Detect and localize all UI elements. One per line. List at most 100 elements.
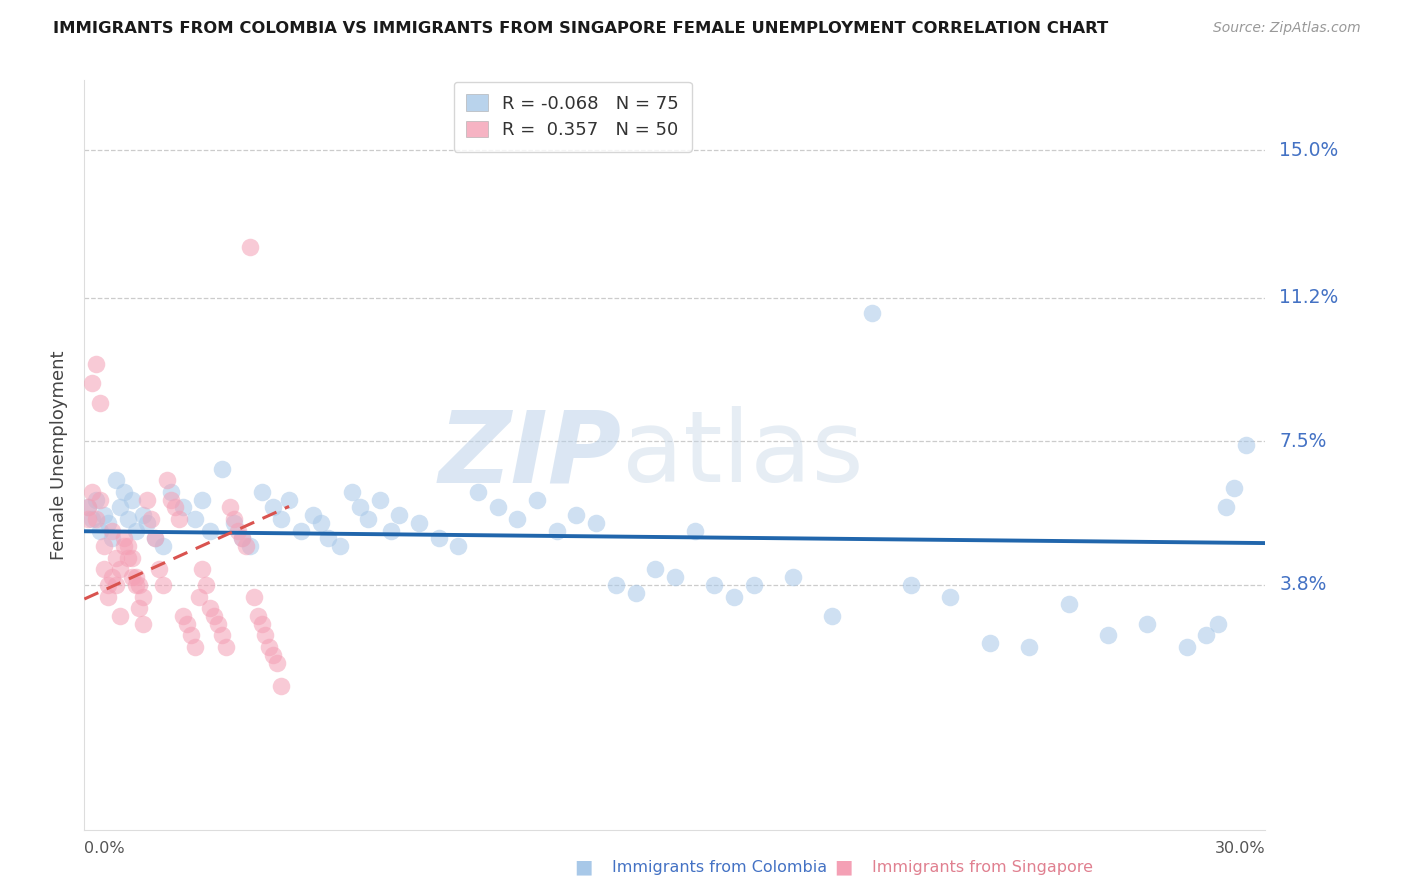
Point <box>340 484 363 499</box>
Text: 0.0%: 0.0% <box>84 840 125 855</box>
Point <box>93 508 115 522</box>
Point <box>211 628 233 642</box>
Point <box>163 500 186 515</box>
Text: 30.0%: 30.0% <box>1215 840 1265 855</box>
Point <box>1223 481 1246 495</box>
Point <box>132 616 155 631</box>
Point <box>231 532 253 546</box>
Point <box>262 648 284 662</box>
Point <box>117 512 139 526</box>
Text: IMMIGRANTS FROM COLOMBIA VS IMMIGRANTS FROM SINGAPORE FEMALE UNEMPLOYMENT CORREL: IMMIGRANTS FROM COLOMBIA VS IMMIGRANTS F… <box>53 21 1109 37</box>
Point <box>132 590 155 604</box>
Point <box>565 508 588 522</box>
Point <box>207 616 229 631</box>
Point <box>202 609 225 624</box>
Point <box>427 532 450 546</box>
Point <box>215 640 238 654</box>
Point <box>93 562 115 576</box>
Text: Immigrants from Colombia: Immigrants from Colombia <box>612 860 827 874</box>
Point <box>1215 500 1237 515</box>
Point <box>104 473 127 487</box>
Point <box>82 484 104 499</box>
Point <box>250 616 273 631</box>
Point <box>93 539 115 553</box>
Point <box>84 512 107 526</box>
Text: 11.2%: 11.2% <box>1279 288 1339 307</box>
Point <box>318 532 340 546</box>
Point <box>187 590 209 604</box>
Point <box>368 492 391 507</box>
Point <box>231 532 253 546</box>
Point <box>585 516 607 530</box>
Point <box>624 586 647 600</box>
Point <box>77 500 100 515</box>
Point <box>388 508 411 522</box>
Point <box>329 539 352 553</box>
Point <box>124 578 146 592</box>
Point <box>246 609 269 624</box>
Point <box>191 492 214 507</box>
Point <box>143 532 166 546</box>
Point <box>97 516 120 530</box>
Point <box>112 539 135 553</box>
Point <box>1175 640 1198 654</box>
Point <box>408 516 430 530</box>
Point <box>108 609 131 624</box>
Point <box>467 484 489 499</box>
Point <box>101 524 124 538</box>
Point <box>97 578 120 592</box>
Text: ■: ■ <box>574 857 593 877</box>
Text: ZIP: ZIP <box>439 407 621 503</box>
Point <box>309 516 332 530</box>
Point <box>262 500 284 515</box>
Point <box>900 578 922 592</box>
Point <box>506 512 529 526</box>
Point <box>82 376 104 390</box>
Point <box>526 492 548 507</box>
Point <box>1234 438 1257 452</box>
Point <box>1195 628 1218 642</box>
Point <box>121 492 143 507</box>
Point <box>141 512 163 526</box>
Point <box>121 550 143 565</box>
Point <box>132 508 155 522</box>
Point <box>860 306 883 320</box>
Point <box>112 484 135 499</box>
Point <box>124 524 146 538</box>
Point <box>979 636 1001 650</box>
Point <box>84 357 107 371</box>
Text: 7.5%: 7.5% <box>1279 432 1327 450</box>
Y-axis label: Female Unemployment: Female Unemployment <box>49 351 67 559</box>
Point <box>200 524 222 538</box>
Point <box>89 492 111 507</box>
Point <box>160 492 183 507</box>
Point <box>939 590 962 604</box>
Point <box>117 550 139 565</box>
Point <box>101 532 124 546</box>
Point <box>108 562 131 576</box>
Point <box>266 656 288 670</box>
Point <box>108 500 131 515</box>
Legend: R = -0.068   N = 75, R =  0.357   N = 50: R = -0.068 N = 75, R = 0.357 N = 50 <box>454 82 692 152</box>
Point <box>644 562 666 576</box>
Point <box>191 562 214 576</box>
Point <box>301 508 323 522</box>
Point <box>349 500 371 515</box>
Point <box>77 512 100 526</box>
Text: ■: ■ <box>834 857 853 877</box>
Point <box>152 578 174 592</box>
Point <box>143 532 166 546</box>
Point <box>1206 616 1229 631</box>
Point <box>270 512 292 526</box>
Point <box>200 601 222 615</box>
Point <box>242 590 264 604</box>
Point <box>82 512 104 526</box>
Point <box>254 628 277 642</box>
Point <box>195 578 218 592</box>
Point <box>447 539 470 553</box>
Point <box>77 500 100 515</box>
Point <box>117 539 139 553</box>
Point <box>167 512 190 526</box>
Point <box>124 570 146 584</box>
Point <box>211 461 233 475</box>
